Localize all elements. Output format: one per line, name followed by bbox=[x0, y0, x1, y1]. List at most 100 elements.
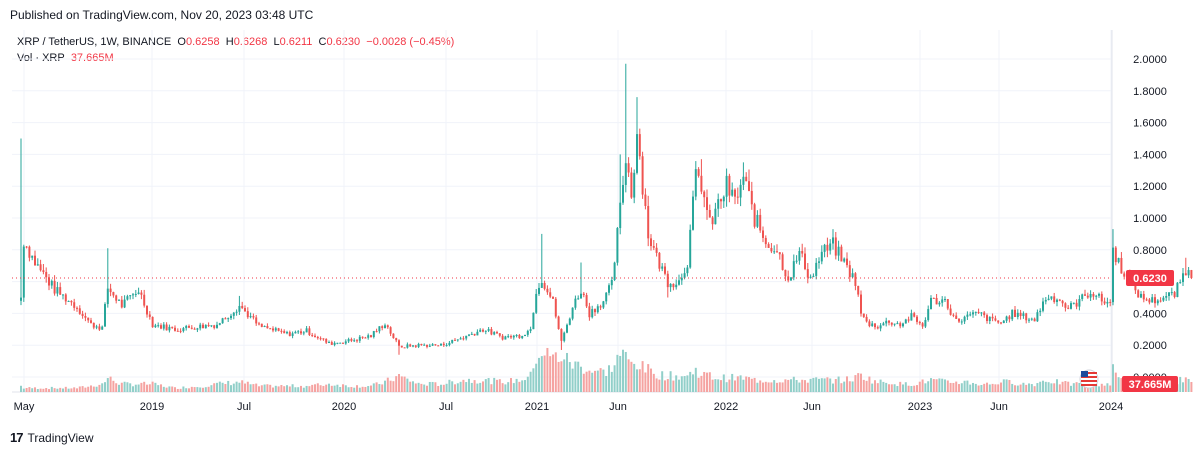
x-tick-label: Jun bbox=[803, 401, 821, 413]
symbol-label[interactable]: XRP / TetherUS, 1W, BINANCE bbox=[17, 36, 172, 48]
candle-body bbox=[669, 283, 672, 288]
candle-body bbox=[708, 209, 711, 218]
volume-bar bbox=[680, 376, 683, 392]
volume-bar bbox=[300, 385, 302, 392]
volume-bar bbox=[924, 383, 927, 392]
candle-body bbox=[960, 321, 963, 323]
candle-body bbox=[67, 300, 70, 302]
candle-body bbox=[588, 306, 591, 318]
volume-bar bbox=[512, 383, 515, 392]
us-flag-icon[interactable] bbox=[1079, 369, 1099, 389]
candle-body bbox=[230, 315, 232, 319]
candle-body bbox=[249, 316, 252, 318]
candle-body bbox=[406, 344, 409, 348]
volume-bar bbox=[1002, 379, 1005, 392]
candle-body bbox=[1109, 301, 1112, 303]
candle-body bbox=[739, 184, 742, 198]
candle-body bbox=[529, 329, 532, 331]
volume-bar bbox=[904, 382, 907, 392]
candle-body bbox=[76, 307, 78, 309]
candle-body bbox=[837, 246, 840, 256]
candle-body bbox=[563, 332, 566, 341]
candle-body bbox=[126, 296, 129, 300]
volume-bar bbox=[535, 363, 538, 392]
volume-bar bbox=[762, 382, 764, 392]
volume-bar bbox=[767, 382, 770, 392]
axis-badges: 0.6230 37.665M bbox=[1079, 269, 1178, 392]
volume-bar bbox=[652, 373, 655, 392]
candle-body bbox=[874, 323, 876, 328]
candle-body bbox=[773, 251, 776, 253]
candle-body bbox=[314, 335, 316, 337]
volume-bar bbox=[675, 375, 678, 392]
candle-body bbox=[386, 325, 389, 328]
volume-bar bbox=[812, 377, 815, 392]
candle-body bbox=[1067, 307, 1070, 309]
volume-bar bbox=[448, 379, 451, 392]
candle-body bbox=[826, 244, 829, 251]
volume-bar bbox=[871, 383, 874, 392]
candle-body bbox=[344, 341, 347, 344]
time-axis[interactable]: May 2019 Jul 2020 Jul 2021 Jun 2022 Jun 2023 Jun 20… bbox=[14, 401, 1124, 413]
candle-body bbox=[384, 325, 386, 329]
candle-body bbox=[644, 194, 647, 206]
volume-bar bbox=[426, 385, 428, 392]
candle-body bbox=[431, 344, 434, 346]
volume-bar bbox=[202, 387, 204, 392]
volume-bar bbox=[518, 381, 521, 392]
volume-bar bbox=[1067, 381, 1070, 392]
candle-body bbox=[1039, 310, 1042, 313]
volume-bar bbox=[487, 378, 490, 392]
candle-body bbox=[888, 320, 890, 323]
volume-bar bbox=[403, 376, 406, 392]
candle-body bbox=[1145, 299, 1148, 301]
candle-body bbox=[580, 293, 582, 299]
volume-bar bbox=[773, 380, 776, 392]
x-tick-label: May bbox=[14, 401, 35, 413]
price-axis[interactable]: 2.0000 1.8000 1.6000 1.4000 1.2000 1.0000 0.80… bbox=[1133, 54, 1167, 384]
candle-body bbox=[865, 316, 868, 322]
volume-bar bbox=[557, 361, 560, 392]
candle-body bbox=[913, 313, 916, 317]
volume-bar bbox=[806, 382, 809, 392]
x-tick-label: 2022 bbox=[714, 401, 738, 413]
candle-body bbox=[190, 327, 193, 329]
candle-body bbox=[437, 345, 440, 347]
volume-bar bbox=[714, 379, 717, 392]
volume-bar bbox=[829, 378, 832, 392]
candle-body bbox=[451, 339, 454, 343]
candle-body bbox=[557, 316, 560, 329]
candle-body bbox=[627, 163, 630, 173]
candle-body bbox=[199, 324, 202, 329]
volume-bar bbox=[34, 387, 36, 392]
candle-body bbox=[423, 344, 426, 346]
volume-bar bbox=[1184, 377, 1187, 392]
candle-body bbox=[512, 335, 515, 338]
volume-bar bbox=[87, 386, 90, 392]
volume-bar bbox=[235, 381, 238, 392]
volume-label[interactable]: Vol · XRP bbox=[17, 52, 65, 64]
candle-body bbox=[53, 280, 56, 294]
volume-bar bbox=[31, 388, 34, 392]
volume-bar bbox=[294, 387, 297, 392]
volume-bar bbox=[988, 384, 991, 392]
candle-body bbox=[358, 336, 361, 341]
volume-bar bbox=[991, 383, 994, 392]
volume-bar bbox=[375, 382, 378, 392]
candle-body bbox=[638, 134, 641, 157]
candle-body bbox=[1179, 282, 1182, 284]
candle-body bbox=[610, 280, 613, 286]
candle-body bbox=[288, 332, 291, 336]
candle-body bbox=[487, 329, 490, 331]
candle-body bbox=[977, 311, 980, 313]
candle-body bbox=[1042, 301, 1044, 311]
footer-brand[interactable]: TradingView bbox=[27, 430, 94, 445]
volume-bar bbox=[885, 382, 888, 392]
volume-bar bbox=[232, 383, 235, 392]
volume-bar bbox=[160, 384, 162, 392]
candle-body bbox=[238, 305, 241, 312]
volume-bar bbox=[580, 366, 582, 392]
tradingview-logo-icon: 17 bbox=[10, 430, 24, 445]
candle-body bbox=[476, 331, 479, 336]
